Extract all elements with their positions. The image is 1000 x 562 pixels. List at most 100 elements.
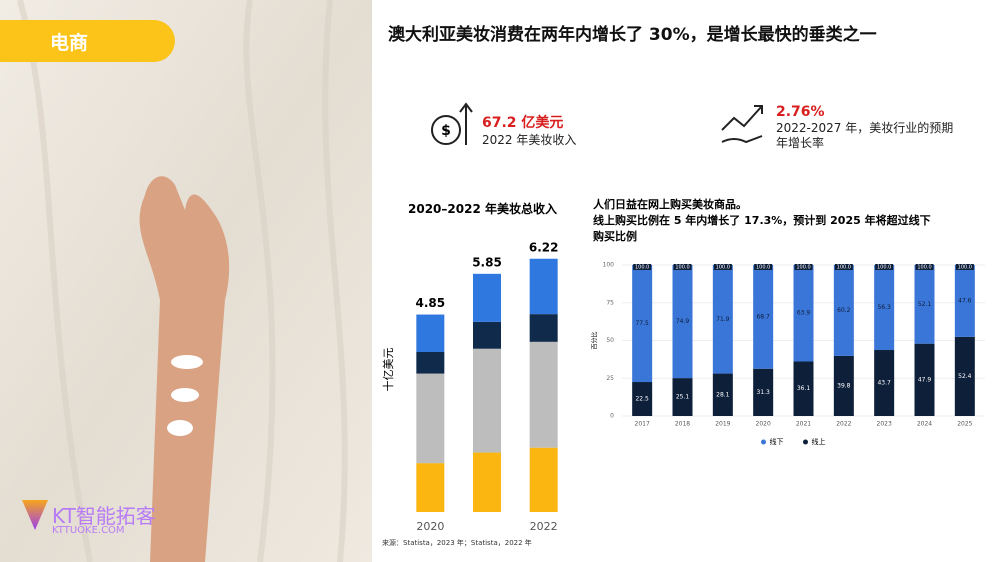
data-label: 47.6 bbox=[958, 297, 972, 304]
x-tick-label: 2020 bbox=[756, 421, 771, 428]
headline: 澳大利亚美妆消费在两年内增长了 30%，是增长最快的垂类之一 bbox=[388, 25, 877, 45]
bar-segment bbox=[529, 341, 558, 448]
chart: 十亿美元 2020 4.85 5.85 2022 6.22 bbox=[381, 240, 559, 533]
bar-segment bbox=[473, 273, 501, 322]
stat-value: 2.76% bbox=[776, 104, 825, 120]
x-tick-label: 2017 bbox=[635, 421, 650, 428]
total-label: 100.0 bbox=[716, 265, 730, 271]
bar-segment bbox=[632, 265, 653, 383]
chart-title: 购买比例 bbox=[593, 229, 637, 243]
svg-text:$: $ bbox=[441, 123, 451, 139]
y-axis-label: 十亿美元 bbox=[381, 348, 395, 392]
chart: 人们日益在网上购买美妆商品。线上购买比例在 5 年内增长了 17.3%，预计到 … bbox=[591, 197, 985, 446]
bar-segment bbox=[874, 350, 895, 416]
total-label: 100.0 bbox=[917, 265, 931, 271]
bar-segment bbox=[914, 343, 935, 416]
chart-title: 线上购买比例在 5 年内增长了 17.3%，预计到 2025 年将超过线下 bbox=[593, 213, 931, 227]
total-marker bbox=[794, 264, 813, 270]
bar-segment bbox=[632, 382, 653, 416]
total-label: 4.85 bbox=[416, 296, 446, 310]
x-tick-label: 2022 bbox=[836, 421, 851, 428]
x-tick-label: 2025 bbox=[957, 421, 972, 428]
total-marker bbox=[875, 264, 894, 270]
y-tick-label: 0 bbox=[610, 413, 614, 420]
logo-name: KT智能拓客 bbox=[52, 504, 156, 528]
bar-segment bbox=[529, 258, 558, 315]
legend-marker bbox=[803, 439, 808, 445]
data-label: 25.1 bbox=[676, 394, 690, 401]
y-tick-label: 100 bbox=[603, 262, 615, 269]
y-tick-label: 25 bbox=[606, 375, 614, 382]
bar-segment bbox=[672, 265, 693, 379]
data-label: 60.2 bbox=[837, 307, 851, 314]
bar-segment bbox=[529, 314, 558, 342]
data-label: 47.9 bbox=[918, 376, 932, 383]
data-label: 52.4 bbox=[958, 373, 972, 380]
total-label: 100.0 bbox=[837, 265, 851, 271]
data-label: 22.5 bbox=[635, 396, 649, 403]
bar-segment bbox=[416, 463, 445, 512]
total-label: 6.22 bbox=[529, 240, 559, 254]
total-label: 100.0 bbox=[675, 265, 689, 271]
bar-segment bbox=[914, 265, 935, 344]
total-marker bbox=[673, 264, 692, 270]
tag: 电商 bbox=[0, 20, 175, 62]
data-label: 31.3 bbox=[756, 389, 770, 396]
stat-value: 67.2 亿美元 bbox=[482, 115, 564, 131]
data-label: 36.1 bbox=[797, 385, 811, 392]
bar-segment bbox=[473, 348, 501, 453]
bar-segment bbox=[473, 321, 501, 349]
total-label: 100.0 bbox=[756, 265, 770, 271]
chart-title: 人们日益在网上购买美妆商品。 bbox=[593, 197, 747, 211]
x-tick-label: 2024 bbox=[917, 421, 932, 428]
x-tick-label: 2018 bbox=[675, 421, 690, 428]
x-tick-label: 2021 bbox=[796, 421, 811, 428]
bar-segment bbox=[833, 265, 854, 356]
bar-segment bbox=[416, 351, 445, 374]
data-label: 52.1 bbox=[918, 301, 932, 308]
data-label: 39.8 bbox=[837, 382, 851, 389]
bar-segment bbox=[753, 368, 774, 416]
data-label: 77.5 bbox=[635, 320, 649, 327]
bar-segment bbox=[833, 355, 854, 416]
x-tick-label: 2019 bbox=[715, 421, 730, 428]
bar-segment bbox=[473, 452, 501, 512]
x-tick-label: 2020 bbox=[416, 520, 444, 533]
bar-segment bbox=[753, 265, 774, 369]
y-tick-label: 50 bbox=[606, 337, 614, 344]
y-tick-label: 75 bbox=[606, 299, 614, 306]
bar-segment bbox=[793, 361, 814, 416]
data-label: 68.7 bbox=[756, 313, 770, 320]
money-icon: $ bbox=[431, 102, 473, 145]
legend-label: 线上 bbox=[812, 437, 826, 446]
logo-url: KTTUOKE.COM bbox=[52, 525, 125, 536]
bar-segment bbox=[416, 373, 445, 464]
data-label: 74.9 bbox=[676, 318, 690, 325]
stat-label: 2022 年美妆收入 bbox=[482, 133, 577, 147]
total-marker bbox=[713, 264, 732, 270]
total-marker bbox=[955, 264, 974, 270]
total-label: 100.0 bbox=[796, 265, 810, 271]
legend-label: 线下 bbox=[770, 437, 784, 446]
bar-segment bbox=[712, 373, 733, 416]
x-tick-label: 2023 bbox=[877, 421, 892, 428]
chart-title: 2020–2022 年美妆总收入 bbox=[408, 202, 557, 216]
total-marker bbox=[633, 264, 652, 270]
bar-segment bbox=[954, 265, 975, 337]
total-label: 100.0 bbox=[635, 265, 649, 271]
photo bbox=[0, 0, 372, 562]
total-label: 100.0 bbox=[877, 265, 891, 271]
bar-segment bbox=[874, 265, 895, 351]
data-label: 63.9 bbox=[797, 310, 811, 317]
bar-segment bbox=[529, 447, 558, 512]
legend-marker bbox=[761, 439, 766, 445]
stat-label: 2022-2027 年，美妆行业的预期年增长率 bbox=[776, 121, 954, 150]
total-marker bbox=[834, 264, 853, 270]
bar-segment bbox=[793, 265, 814, 362]
bar-segment bbox=[954, 336, 975, 416]
x-tick-label: 2022 bbox=[530, 520, 558, 533]
bar-segment bbox=[416, 314, 445, 352]
data-label: 56.3 bbox=[877, 304, 891, 311]
growth-icon bbox=[721, 105, 763, 144]
